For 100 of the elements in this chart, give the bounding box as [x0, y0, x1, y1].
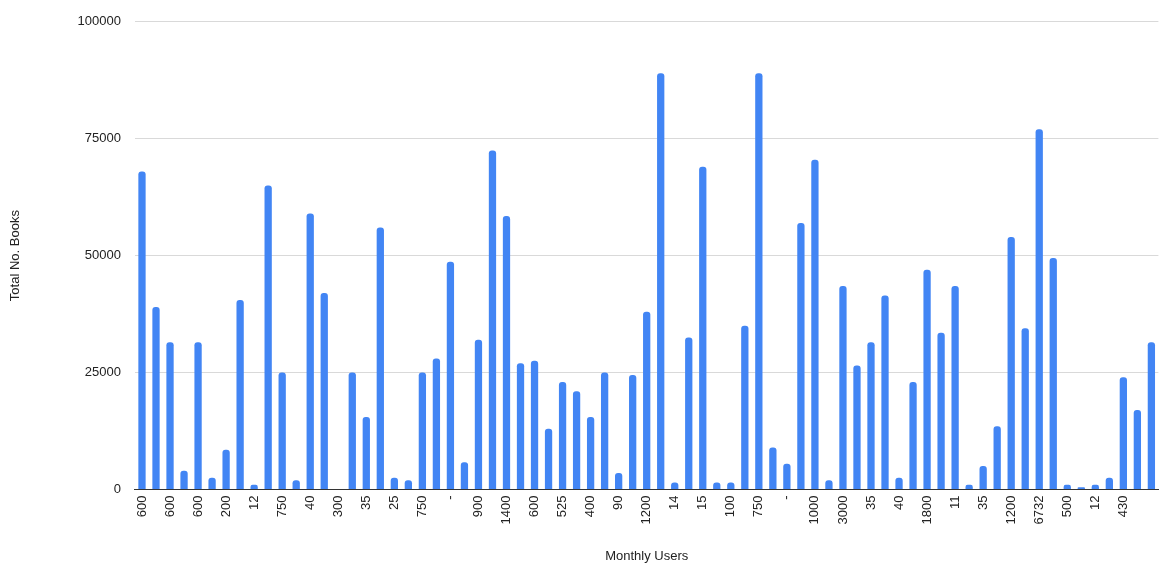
- bar: [741, 325, 749, 489]
- bar: [488, 150, 497, 489]
- x-tick-label: 1000: [806, 495, 822, 525]
- x-tick-label: 600: [133, 495, 149, 518]
- bar: [769, 447, 777, 489]
- y-tick-label: 75000: [84, 130, 121, 146]
- bar: [222, 449, 230, 489]
- x-tick-label: 750: [273, 495, 289, 518]
- bar: [530, 360, 539, 489]
- bar: [502, 215, 511, 489]
- bar: [138, 171, 146, 489]
- x-tick-label: 1400: [498, 495, 514, 525]
- x-tick-label: 35: [357, 495, 373, 510]
- x-tick-label: 1200: [1002, 495, 1018, 525]
- bar: [811, 159, 819, 489]
- x-tick-label: 525: [554, 495, 570, 518]
- bar: [306, 213, 314, 489]
- bar: [797, 222, 805, 489]
- x-tick-label: 750: [750, 495, 766, 518]
- bar: [1119, 377, 1127, 489]
- x-tick-label: 12: [1086, 495, 1102, 510]
- x-tick-label: 600: [526, 495, 542, 518]
- y-tick-label: 100000: [77, 13, 121, 29]
- bar: [572, 391, 581, 489]
- bar: [1147, 342, 1156, 489]
- x-tick-label: -: [778, 495, 794, 500]
- bar: [446, 261, 455, 489]
- bar: [278, 372, 286, 489]
- bar: [166, 342, 174, 489]
- bar: [474, 339, 483, 489]
- bar: [516, 363, 525, 489]
- x-tick-label: 1200: [638, 495, 654, 525]
- bar: [783, 463, 791, 489]
- bar: [685, 337, 693, 489]
- y-tick-label: 25000: [84, 364, 121, 380]
- bar: [600, 372, 609, 489]
- bar: [755, 73, 763, 489]
- y-axis-title: Total No. Books: [7, 209, 23, 302]
- bar: [1007, 236, 1015, 489]
- x-tick-label: 35: [974, 495, 990, 510]
- bar: [839, 286, 847, 489]
- bar: [909, 381, 917, 489]
- x-tick-label: 400: [582, 495, 598, 518]
- bar: [544, 428, 553, 489]
- x-axis-title: Monthly Users: [605, 547, 689, 563]
- y-tick-label: 0: [113, 481, 121, 497]
- x-tick-label: -: [441, 495, 457, 500]
- bar: [1133, 409, 1142, 489]
- bar: [320, 293, 328, 489]
- bar: [264, 185, 272, 489]
- bar: [586, 416, 595, 489]
- bar: [558, 381, 567, 489]
- bar: [236, 300, 244, 489]
- y-tick-label: 50000: [84, 247, 121, 263]
- bar: [1021, 328, 1029, 489]
- x-tick-label: 40: [301, 495, 317, 510]
- x-tick-label: 600: [161, 495, 177, 518]
- bar: [418, 372, 427, 489]
- bar: [881, 295, 889, 489]
- x-tick-label: 300: [329, 495, 345, 518]
- x-tick-label: 14: [666, 495, 682, 510]
- x-tick-label: 25: [385, 495, 401, 510]
- bar: [951, 286, 959, 489]
- x-tick-label: 500: [1058, 495, 1074, 518]
- bar: [460, 462, 469, 489]
- x-tick-label: 6732: [1030, 495, 1046, 525]
- x-tick-label: 15: [694, 495, 710, 510]
- x-tick-label: 200: [217, 495, 233, 518]
- bar: [657, 73, 665, 489]
- bar: [1035, 129, 1043, 489]
- bar: [629, 374, 637, 489]
- x-tick-label: 100: [722, 495, 738, 518]
- bar: [699, 166, 707, 489]
- x-tick-label: 3000: [834, 495, 850, 525]
- bar: [376, 227, 384, 489]
- bar: [923, 269, 931, 489]
- x-tick-label: 1800: [918, 495, 934, 525]
- bar: [432, 358, 441, 489]
- bar: [362, 416, 370, 489]
- bar: [979, 466, 987, 489]
- bar: [867, 342, 875, 489]
- bar: [1049, 257, 1057, 489]
- bar: [937, 332, 945, 489]
- bar: [194, 342, 202, 489]
- bar: [643, 311, 651, 489]
- bar: [853, 365, 861, 489]
- x-tick-label: 600: [189, 495, 205, 518]
- bar: [615, 473, 623, 489]
- bar: [152, 307, 160, 489]
- x-tick-label: 90: [610, 495, 626, 510]
- x-tick-label: 35: [862, 495, 878, 510]
- x-tick-label: 750: [413, 495, 429, 518]
- bar: [180, 470, 188, 489]
- x-tick-label: 430: [1114, 495, 1130, 518]
- x-tick-label: 11: [946, 495, 962, 509]
- bar: [348, 372, 356, 489]
- x-tick-label: 900: [470, 495, 486, 518]
- x-tick-label: 40: [890, 495, 906, 510]
- x-tick-label: 12: [245, 495, 261, 510]
- bar: [993, 426, 1001, 489]
